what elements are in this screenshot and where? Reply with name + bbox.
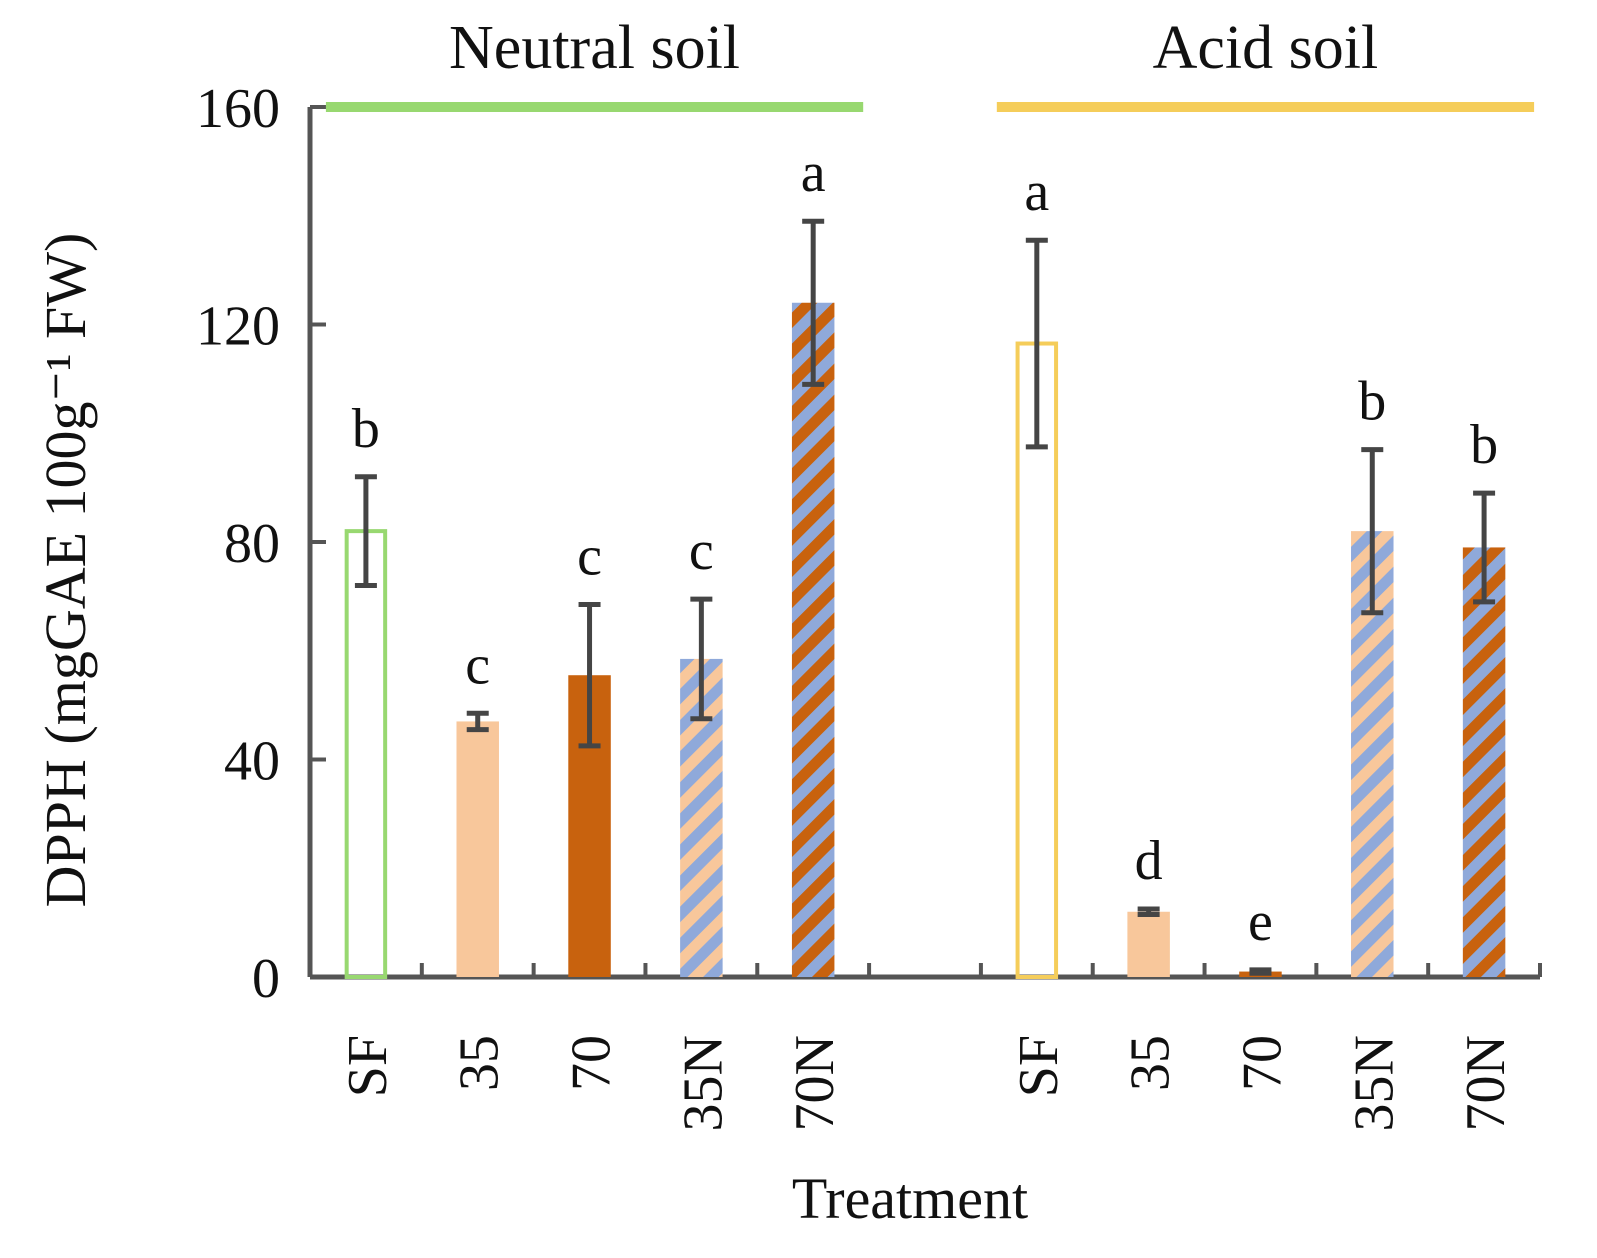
y-tick-label: 40 <box>224 731 280 793</box>
significance-letter: b <box>352 398 380 460</box>
significance-letter: a <box>1024 161 1049 223</box>
y-tick-label: 160 <box>196 78 280 140</box>
y-tick-label: 0 <box>252 948 280 1010</box>
bar <box>344 529 388 979</box>
x-tick-label: 35 <box>1120 1035 1182 1091</box>
significance-letter: a <box>801 142 826 204</box>
significance-letter: b <box>1358 371 1386 433</box>
x-tick-label: 70N <box>784 1035 846 1131</box>
bar <box>791 302 835 977</box>
x-tick-label: 70 <box>561 1035 623 1091</box>
significance-letter: c <box>689 520 714 582</box>
y-tick-label: 120 <box>196 296 280 358</box>
x-tick-label: 35N <box>672 1035 734 1131</box>
significance-letter: e <box>1248 891 1273 953</box>
x-axis-title: Treatment <box>792 1166 1028 1231</box>
x-tick-label: SF <box>1008 1035 1070 1097</box>
group-label: Acid soil <box>1153 14 1379 82</box>
y-tick-label: 80 <box>224 513 280 575</box>
significance-letter: c <box>577 526 602 588</box>
x-tick-label: 70 <box>1231 1035 1293 1091</box>
bar <box>1462 547 1506 977</box>
group-label: Neutral soil <box>449 14 740 82</box>
significance-letter: d <box>1135 830 1163 892</box>
x-tick-label: 35N <box>1343 1035 1405 1131</box>
bar <box>1127 911 1170 977</box>
y-axis-title: DPPH (mgGAE 100g⁻¹ FW) <box>33 233 98 908</box>
bar <box>456 721 499 977</box>
significance-letter: b <box>1470 414 1498 476</box>
significance-letter: c <box>465 634 490 696</box>
x-tick-label: 35 <box>449 1035 511 1091</box>
x-tick-label: SF <box>337 1035 399 1097</box>
x-tick-label: 70N <box>1455 1035 1517 1131</box>
